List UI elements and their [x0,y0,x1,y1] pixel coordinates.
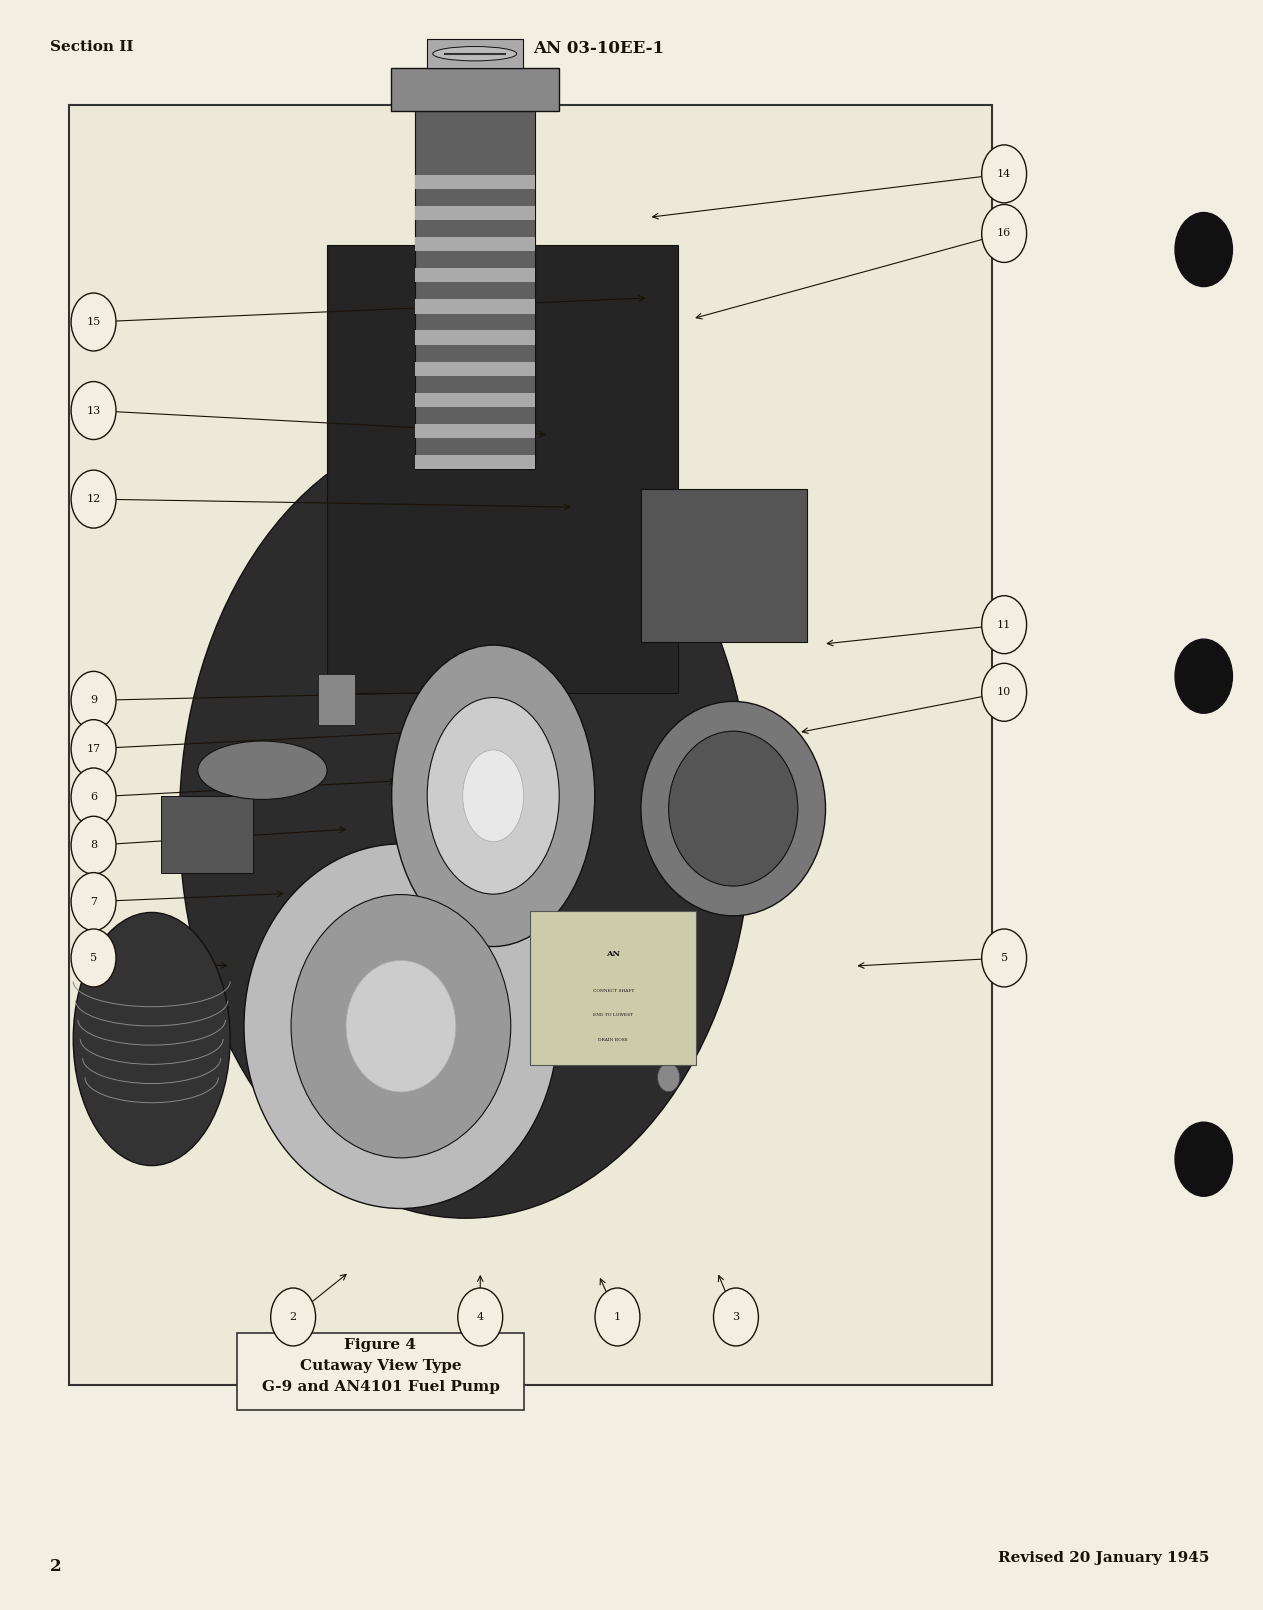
Bar [237,1333,524,1410]
Ellipse shape [462,750,524,842]
Circle shape [71,470,116,528]
FancyBboxPatch shape [390,68,558,111]
Ellipse shape [668,731,798,886]
Circle shape [1175,1122,1233,1196]
Bar [414,362,534,377]
Bar [414,423,534,438]
Text: AN: AN [606,950,620,958]
Circle shape [658,1063,679,1092]
Bar [414,111,534,470]
Text: END TO LOWEST: END TO LOWEST [594,1013,633,1018]
Bar [427,39,523,68]
Text: 15: 15 [86,317,101,327]
Text: 2: 2 [289,1312,297,1322]
Text: 12: 12 [86,494,101,504]
Bar [414,174,534,188]
Text: Figure 4: Figure 4 [345,1338,417,1352]
Text: 5: 5 [90,953,97,963]
Circle shape [981,929,1027,987]
Text: G-9 and AN4101 Fuel Pump: G-9 and AN4101 Fuel Pump [261,1380,499,1394]
Ellipse shape [427,697,560,894]
Circle shape [71,671,116,729]
Ellipse shape [290,895,510,1158]
Text: 9: 9 [90,696,97,705]
Text: Revised 20 January 1945: Revised 20 January 1945 [998,1550,1209,1565]
Text: 11: 11 [997,620,1012,630]
Bar [160,795,253,873]
Ellipse shape [640,702,826,916]
Text: CONNECT SHAFT: CONNECT SHAFT [592,989,634,993]
Text: 1: 1 [614,1312,621,1322]
Text: 7: 7 [90,897,97,906]
Circle shape [71,768,116,826]
Ellipse shape [198,741,327,800]
Circle shape [71,929,116,987]
Bar [414,269,534,282]
Circle shape [639,1000,662,1027]
FancyBboxPatch shape [327,245,678,694]
Text: AN 03-10EE-1: AN 03-10EE-1 [533,40,664,58]
Text: Section II: Section II [51,40,134,55]
Circle shape [595,1288,640,1346]
Bar [530,911,696,1064]
Text: DRAIN BOSS: DRAIN BOSS [599,1038,628,1042]
Text: 5: 5 [1000,953,1008,963]
Ellipse shape [392,646,595,947]
Circle shape [71,816,116,874]
Text: 17: 17 [86,744,101,753]
Bar [414,237,534,251]
Text: 10: 10 [997,687,1012,697]
Text: 3: 3 [733,1312,740,1322]
Point [498,43,513,63]
Ellipse shape [179,425,751,1219]
Ellipse shape [244,844,558,1209]
Bar [414,206,534,221]
Ellipse shape [73,913,230,1166]
Circle shape [71,382,116,440]
Circle shape [981,204,1027,262]
Circle shape [71,720,116,778]
Bar [318,675,355,726]
Circle shape [457,1288,503,1346]
Text: 4: 4 [476,1312,484,1322]
Circle shape [981,145,1027,203]
Bar [414,393,534,407]
Bar [414,299,534,314]
Bar [68,105,991,1385]
Text: 16: 16 [997,229,1012,238]
Text: 2: 2 [51,1557,62,1575]
Circle shape [1175,213,1233,287]
Bar [640,489,807,642]
Circle shape [981,596,1027,654]
Ellipse shape [346,961,456,1092]
Point [437,43,452,63]
Text: 14: 14 [997,169,1012,179]
Circle shape [1175,639,1233,713]
Circle shape [981,663,1027,721]
Circle shape [714,1288,758,1346]
Text: 8: 8 [90,840,97,850]
Text: 6: 6 [90,792,97,802]
Circle shape [270,1288,316,1346]
Ellipse shape [433,47,517,61]
Text: Cutaway View Type: Cutaway View Type [299,1359,461,1373]
Bar [414,456,534,470]
Bar [414,330,534,345]
Text: 13: 13 [86,406,101,415]
Circle shape [71,873,116,931]
Circle shape [71,293,116,351]
